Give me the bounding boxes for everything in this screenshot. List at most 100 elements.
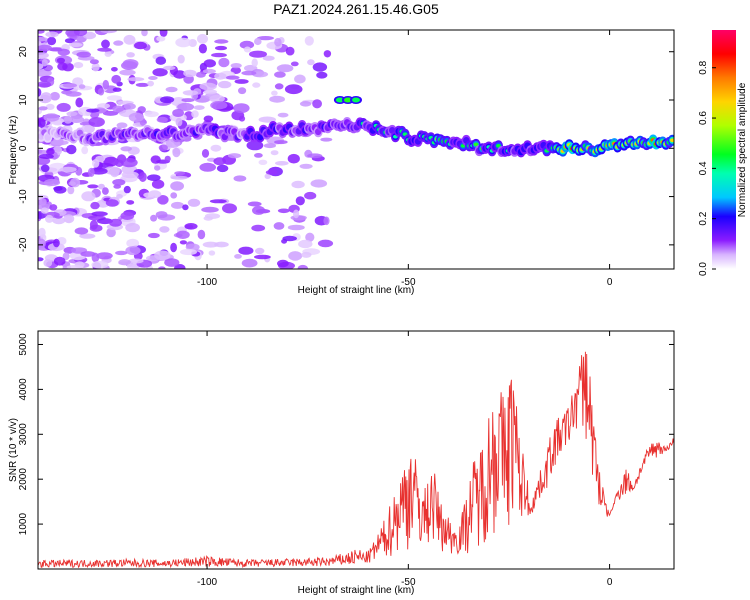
noise-blob — [307, 153, 323, 159]
noise-blob — [203, 216, 214, 221]
noise-blob — [182, 204, 189, 211]
noise-blob — [38, 227, 46, 238]
noise-blob — [70, 177, 81, 188]
y-tick-label: 5000 — [18, 333, 29, 356]
noise-blob — [47, 36, 57, 46]
noise-blob — [214, 72, 227, 80]
noise-blob — [184, 223, 198, 230]
noise-blob — [65, 91, 82, 97]
noise-blob — [171, 201, 184, 209]
noise-blob — [211, 52, 227, 58]
noise-blob — [118, 259, 131, 266]
noise-blob — [214, 39, 229, 44]
noise-blob — [59, 166, 77, 173]
noise-blob — [96, 252, 113, 260]
noise-blob — [253, 37, 262, 46]
noise-blob — [86, 108, 100, 113]
noise-blob — [73, 62, 84, 69]
noise-blob — [218, 80, 232, 89]
noise-blob — [45, 31, 59, 38]
noise-blob — [301, 251, 312, 258]
noise-blob — [38, 44, 52, 52]
noise-blob — [215, 45, 227, 51]
noise-blob — [287, 224, 305, 231]
y-tick-label: 1000 — [18, 513, 29, 536]
noise-blob — [156, 36, 166, 42]
noise-blob — [274, 140, 288, 145]
noise-blob — [151, 179, 165, 189]
noise-blob — [123, 34, 136, 45]
noise-blob — [304, 191, 317, 200]
noise-blob — [38, 106, 48, 111]
noise-blob — [158, 144, 168, 151]
noise-blob — [152, 68, 168, 77]
noise-blob — [51, 140, 69, 146]
noise-blob — [179, 240, 187, 245]
noise-blob — [288, 251, 303, 261]
colorbar-tick-label: 0.2 — [698, 211, 709, 225]
noise-blob — [317, 239, 334, 248]
noise-blob — [127, 77, 145, 82]
noise-blob — [175, 117, 183, 127]
noise-blob — [154, 165, 161, 171]
noise-blob — [241, 258, 258, 268]
noise-blob — [323, 50, 332, 58]
noise-blob — [182, 90, 199, 96]
noise-blob — [115, 250, 128, 256]
noise-blob — [158, 266, 166, 269]
noise-blob — [134, 41, 147, 50]
noise-blob — [126, 200, 135, 205]
feature-blob-core — [335, 97, 344, 103]
noise-blob — [109, 218, 122, 227]
ridge-core — [670, 138, 674, 143]
noise-blob — [213, 157, 226, 166]
noise-blob — [68, 42, 83, 48]
noise-blob — [269, 95, 285, 103]
noise-blob — [62, 83, 77, 88]
noise-blob — [126, 52, 135, 58]
noise-blob — [102, 110, 119, 116]
noise-blob — [290, 61, 299, 67]
noise-blob — [173, 70, 187, 79]
noise-blob — [38, 88, 42, 97]
noise-blob — [38, 37, 49, 42]
noise-blob — [87, 167, 95, 177]
noise-blob — [81, 191, 96, 202]
noise-blob — [76, 51, 91, 58]
ridge-core — [473, 142, 479, 147]
noise-blob — [49, 204, 58, 211]
snr-x-ticks: -100 -50 0 — [197, 331, 613, 588]
noise-blob — [170, 242, 178, 253]
noise-blob — [254, 153, 263, 158]
noise-blob — [128, 258, 144, 264]
noise-blob — [263, 143, 276, 149]
noise-blob — [209, 199, 227, 204]
noise-blob — [38, 81, 52, 88]
noise-blob — [49, 91, 60, 101]
noise-blob — [185, 243, 200, 251]
noise-blob — [193, 105, 205, 110]
noise-blob — [251, 224, 266, 232]
noise-blob — [62, 252, 70, 261]
noise-blob — [116, 122, 128, 129]
noise-blob — [40, 164, 50, 173]
noise-blob — [274, 71, 286, 78]
spectrogram-y-label: Frequency (Hz) — [8, 116, 19, 185]
noise-blob — [112, 87, 122, 92]
noise-blob — [249, 50, 267, 58]
feature-blob-core — [343, 97, 352, 103]
noise-blob — [199, 82, 217, 91]
noise-blob — [111, 74, 122, 84]
noise-blob — [43, 259, 53, 267]
noise-blob — [234, 79, 249, 84]
noise-blob — [299, 101, 312, 107]
noise-blob — [273, 222, 285, 230]
noise-blob — [252, 82, 261, 88]
noise-blob — [208, 250, 216, 256]
noise-blob — [183, 69, 197, 78]
y-tick-label: 2000 — [18, 468, 29, 491]
noise-blob — [66, 144, 77, 155]
snr-marks — [38, 351, 674, 569]
noise-blob — [39, 198, 47, 206]
